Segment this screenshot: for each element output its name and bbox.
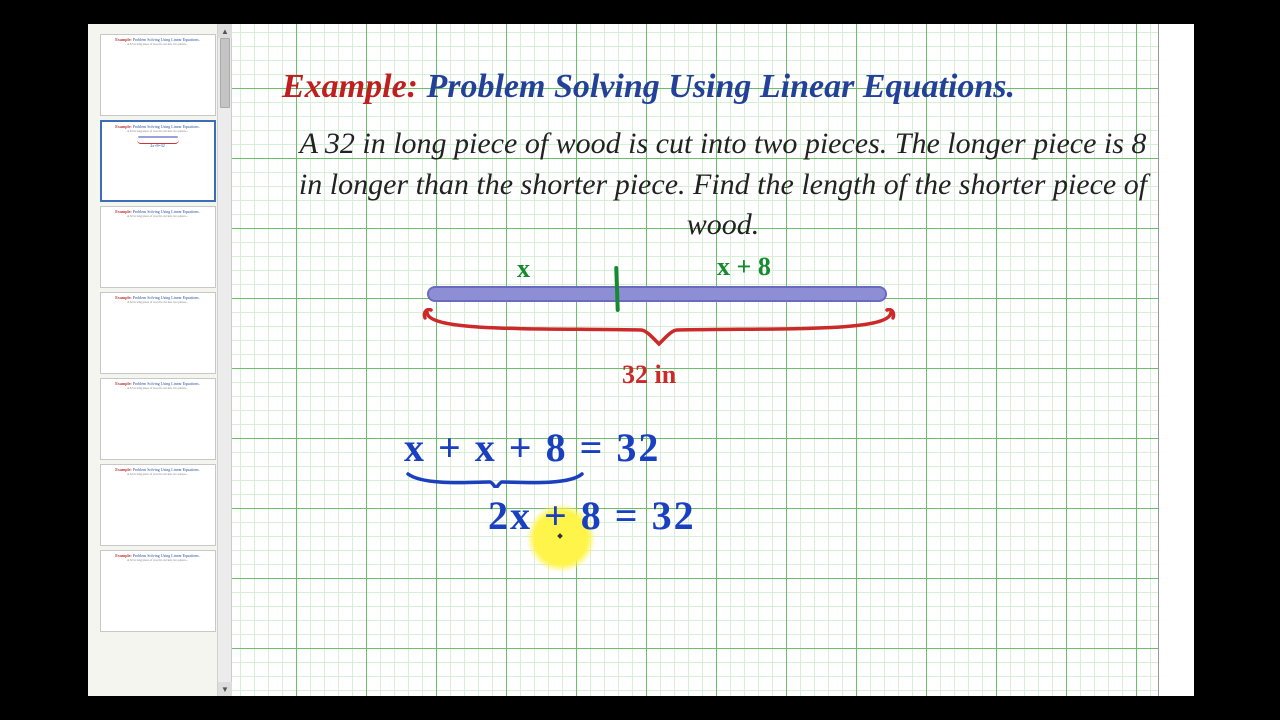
scroll-up-button[interactable]: ▲ xyxy=(218,24,232,38)
example-label: Example: xyxy=(282,68,418,105)
slide-thumbnail[interactable]: Example: Problem Solving Using Linear Eq… xyxy=(100,206,216,288)
thumb-body: A 32 in long piece of wood is cut into t… xyxy=(127,43,188,46)
thumb-body: A 32 in long piece of wood is cut into t… xyxy=(127,559,188,562)
slide-thumbnail[interactable]: Example: Problem Solving Using Linear Eq… xyxy=(100,550,216,632)
thumb-math: 2x+8=32 xyxy=(150,144,165,148)
equation-line-1: x + x + 8 = 32 xyxy=(404,424,660,471)
total-length-label: 32 in xyxy=(622,360,676,390)
sidebar-scrollbar[interactable]: ▲ ▼ xyxy=(217,24,231,696)
app-frame: Example: Problem Solving Using Linear Eq… xyxy=(88,24,1194,696)
slide-thumbnail[interactable]: Example: Problem Solving Using Linear Eq… xyxy=(100,34,216,116)
scroll-thumb[interactable] xyxy=(220,38,230,108)
combine-brace xyxy=(404,472,584,488)
thumb-body: A 32 in long piece of wood is cut into t… xyxy=(127,130,188,133)
long-piece-label: x + 8 xyxy=(717,252,771,282)
thumb-wood-icon xyxy=(138,136,178,138)
slide-thumbnail[interactable]: Example: Problem Solving Using Linear Eq… xyxy=(100,120,216,202)
wood-diagram: x x + 8 32 in xyxy=(427,272,897,412)
thumb-body: A 32 in long piece of wood is cut into t… xyxy=(127,215,188,218)
equation-line-2: 2x + 8 = 32 xyxy=(488,492,696,539)
cut-mark xyxy=(614,266,620,312)
thumbnail-list[interactable]: Example: Problem Solving Using Linear Eq… xyxy=(88,24,231,696)
slide-thumbnail[interactable]: Example: Problem Solving Using Linear Eq… xyxy=(100,292,216,374)
slide-title: Problem Solving Using Linear Equations. xyxy=(426,68,1015,105)
short-piece-label: x xyxy=(517,254,530,284)
slide-thumbnail[interactable]: Example: Problem Solving Using Linear Eq… xyxy=(100,464,216,546)
total-brace xyxy=(421,308,897,356)
wood-bar xyxy=(427,286,887,302)
thumb-body: A 32 in long piece of wood is cut into t… xyxy=(127,387,188,390)
problem-statement: A 32 in long piece of wood is cut into t… xyxy=(292,124,1154,246)
scroll-down-button[interactable]: ▼ xyxy=(218,682,232,696)
slide-thumbnail[interactable]: Example: Problem Solving Using Linear Eq… xyxy=(100,378,216,460)
main-slide: Example: Problem Solving Using Linear Eq… xyxy=(232,24,1194,696)
thumbnail-sidebar: Example: Problem Solving Using Linear Eq… xyxy=(88,24,232,696)
thumb-body: A 32 in long piece of wood is cut into t… xyxy=(127,301,188,304)
slide-heading: Example: Problem Solving Using Linear Eq… xyxy=(282,68,1164,106)
thumb-body: A 32 in long piece of wood is cut into t… xyxy=(127,473,188,476)
